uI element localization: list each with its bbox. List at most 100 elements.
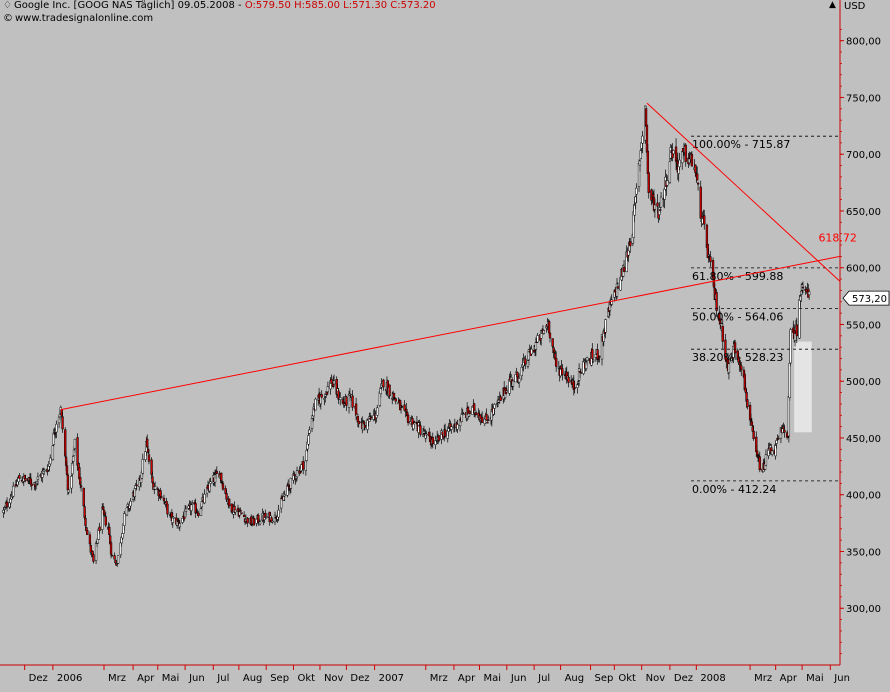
candle-down: [110, 554, 114, 557]
candle-up: [727, 363, 731, 373]
candle-up: [307, 435, 310, 445]
chart-source: © www.tradesignalonline.com: [3, 13, 153, 25]
candle-up: [234, 509, 237, 513]
candle-down: [162, 497, 166, 501]
x-tick-label: 2007: [379, 673, 404, 684]
y-tick-label: 800,00: [846, 37, 881, 48]
x-tick-label: Mai: [162, 673, 180, 684]
candle-up: [789, 329, 792, 364]
candle-down: [413, 421, 416, 423]
candle-up: [638, 160, 642, 166]
candle-down: [801, 286, 805, 289]
copyright-icon: ©: [3, 13, 13, 24]
candle-up: [49, 457, 52, 465]
candle-down: [486, 421, 489, 424]
candle-up: [308, 429, 311, 434]
candle-down: [84, 517, 87, 526]
annotation-label: 618.72: [818, 231, 857, 244]
candle-down: [30, 483, 33, 486]
candle-down: [746, 399, 749, 408]
candle-up: [209, 481, 212, 484]
candle-up: [584, 361, 588, 369]
candle-up: [121, 533, 124, 539]
candle-up: [659, 196, 663, 208]
candle-down: [755, 450, 759, 456]
x-tick-label: Mrz: [754, 673, 772, 684]
candle-up: [514, 374, 517, 383]
chart-header: ♢ Google Inc. [GOOG NAS Täglich] 09.05.20…: [3, 0, 436, 12]
candle-down: [437, 435, 441, 441]
candle-up: [72, 456, 75, 462]
candle-down: [561, 368, 564, 375]
x-tick-label: 2006: [57, 673, 82, 684]
y-tick-label: 700,00: [846, 150, 881, 161]
candle-down: [357, 420, 360, 425]
candle-down: [567, 376, 570, 383]
fib-label: 0.00% - 412.24: [692, 483, 776, 496]
x-tick-label: Mai: [483, 673, 501, 684]
candle-down: [24, 478, 27, 481]
y-tick-label: 600,00: [846, 264, 881, 275]
candle-down: [147, 454, 151, 462]
candle-down: [345, 396, 348, 406]
candle-up: [203, 493, 206, 504]
candle-down: [740, 365, 743, 370]
candle-up: [456, 424, 459, 430]
candle-down: [752, 430, 755, 439]
y-tick-label: 450,00: [846, 434, 881, 445]
last-price-marker: [842, 290, 890, 306]
candle-up: [585, 357, 589, 362]
candle-up: [190, 504, 193, 511]
highlight-box: [794, 341, 812, 433]
candle-down: [656, 202, 659, 207]
candle-down: [431, 437, 434, 444]
x-tick-label: Dez: [350, 673, 369, 684]
scroll-up-icon[interactable]: ▲: [829, 0, 836, 10]
candle-up: [277, 509, 280, 518]
candle-up: [425, 433, 428, 436]
candle-up: [283, 494, 286, 497]
candle-down: [388, 384, 391, 397]
candle-down: [524, 358, 527, 365]
candle-up: [73, 438, 77, 449]
candle-down: [320, 394, 323, 398]
candle-down: [233, 505, 236, 513]
candle-down: [758, 456, 761, 471]
candle-down: [647, 172, 650, 193]
candle-down: [644, 108, 648, 127]
y-tick-label: 750,00: [846, 93, 881, 104]
candle-down: [98, 526, 101, 532]
candle-down: [66, 474, 70, 491]
candlestick-series: [2, 105, 811, 567]
candle-down: [443, 429, 447, 437]
candle-down: [795, 324, 798, 337]
candle-up: [668, 161, 672, 183]
candle-down: [696, 173, 699, 181]
candle-up: [191, 502, 194, 505]
candle-up: [774, 445, 777, 457]
candle-down: [551, 338, 554, 347]
candle-down: [363, 425, 367, 428]
candle-down: [690, 154, 694, 167]
candle-up: [42, 469, 46, 472]
candle-down: [135, 484, 138, 487]
candle-down: [108, 527, 111, 535]
y-tick-label: 650,00: [846, 207, 881, 218]
x-tick-label: Mrz: [430, 673, 448, 684]
candle-up: [72, 449, 76, 457]
candle-down: [5, 501, 9, 508]
x-tick-label: Mai: [806, 673, 824, 684]
candle-up: [672, 150, 675, 154]
candle-down: [696, 182, 700, 185]
candle-down: [228, 498, 231, 506]
x-tick-label: Apr: [780, 673, 798, 684]
fib-label: 38.20% - 528.23: [692, 351, 783, 364]
candle-down: [221, 483, 225, 490]
candle-down: [468, 411, 471, 414]
ohlc-values: O:579.50 H:585.00 L:571.30 C:573.20: [244, 0, 436, 11]
candle-up: [96, 538, 99, 544]
candle-up: [534, 342, 538, 350]
candle-down: [64, 429, 67, 457]
candle-up: [36, 476, 40, 480]
candle-down: [474, 412, 478, 416]
